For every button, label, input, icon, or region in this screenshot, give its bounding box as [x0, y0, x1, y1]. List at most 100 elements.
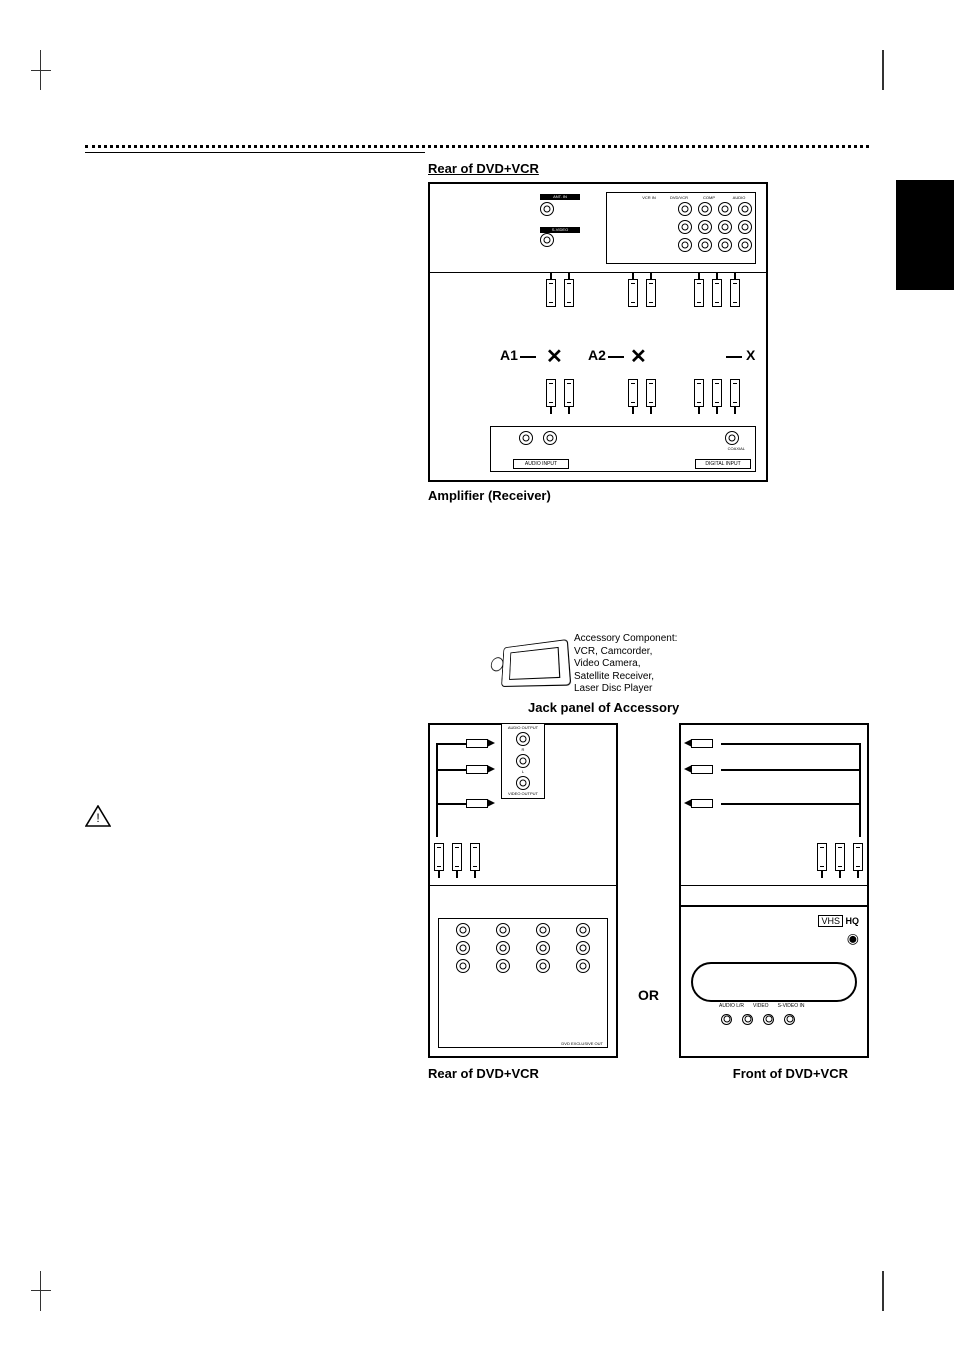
jack-label: DVD/VCR: [666, 196, 692, 200]
amp-digital-label: DIGITAL INPUT: [695, 459, 751, 469]
rca-plug: [694, 379, 704, 407]
camcorder-icon: [501, 639, 571, 687]
rca-plug: [452, 843, 462, 871]
accessory-legend-text: Accessory Component: VCR, Camcorder, Vid…: [574, 633, 677, 696]
rca-plug: [730, 279, 740, 307]
jack-label: VCR IN: [636, 196, 662, 200]
cable: [721, 743, 861, 745]
cable: [436, 743, 466, 745]
rear-jack-panel: VCR IN DVD/VCR COMP AUDIO: [606, 192, 756, 264]
rca-plug: [712, 279, 722, 307]
amp-audio-r: [543, 431, 557, 445]
rca-plug-h: [466, 799, 488, 808]
or-label: OR: [638, 987, 659, 1003]
cable-cross: ✕: [546, 344, 563, 369]
rear-panel: DVD EXCLUSIVE OUT: [438, 918, 608, 1048]
amp-coax-label: COAXIAL: [728, 447, 745, 451]
front-jack: [742, 1014, 753, 1025]
amplifier-connection-diagram: VCR IN DVD/VCR COMP AUDIO: [428, 182, 768, 482]
amplifier-panel: AUDIO INPUT COAXIAL DIGITAL INPUT: [490, 426, 756, 472]
rca-jack: [576, 959, 590, 973]
amplifier-label: Amplifier (Receiver): [428, 488, 869, 503]
rear-label-bottom: Rear of DVD+VCR: [428, 1066, 539, 1081]
crop-mark-tl: [40, 50, 60, 90]
rca-plug: [564, 379, 574, 407]
rca-jack: [496, 923, 510, 937]
solid-rule: [85, 152, 425, 153]
ant-in-panel: ANT. IN S-VIDEO: [540, 194, 580, 250]
bottom-labels: Rear of DVD+VCR Front of DVD+VCR: [428, 1066, 848, 1081]
cable: [859, 743, 861, 837]
cable-label-a1: A1: [500, 347, 518, 363]
rca-jack: [536, 923, 550, 937]
rca-jack: [456, 941, 470, 955]
section-tab: [896, 180, 954, 290]
rca-jack: [738, 238, 752, 252]
rca-plug: [546, 379, 556, 407]
amp-audio-label: AUDIO INPUT: [513, 459, 569, 469]
disc-badge: ◉: [847, 930, 859, 946]
rca-jack: [516, 754, 530, 768]
panel-label: DVD EXCLUSIVE OUT: [561, 1042, 603, 1046]
rca-plug: [835, 843, 845, 871]
rca-jack: [678, 238, 692, 252]
rca-jack: [738, 220, 752, 234]
rca-plug-h: [691, 765, 713, 774]
diagram-divider: [681, 885, 867, 886]
badge-area: VHS HQ ◉: [818, 915, 859, 950]
crop-mark-bl: [40, 1271, 60, 1311]
rca-jack: [536, 959, 550, 973]
rca-jack: [456, 959, 470, 973]
rca-plug-h: [466, 739, 488, 748]
jack-label: AUDIO: [726, 196, 752, 200]
cable: [721, 769, 861, 771]
cable-label-x: X: [746, 347, 755, 363]
front-connection-diagram: VHS HQ ◉ AUDIO L/R VIDEO S-VIDEO IN: [679, 723, 869, 1058]
label-tick: [608, 356, 624, 358]
rca-plug: [646, 379, 656, 407]
rca-plug: [434, 843, 444, 871]
right-diagram-column: Rear of DVD+VCR VCR IN DVD/VCR COMP AUDI…: [428, 161, 869, 1081]
front-jacks: [721, 1014, 795, 1025]
svg-text:!: !: [96, 811, 99, 825]
rca-jack: [738, 202, 752, 216]
ant-jack: [540, 202, 554, 216]
hq-badge: HQ: [846, 916, 860, 926]
rca-plug: [712, 379, 722, 407]
rca-plug: [564, 279, 574, 307]
acc-label: AUDIO OUTPUT: [508, 726, 538, 730]
rca-jack: [456, 923, 470, 937]
svideo-jack: [540, 233, 554, 247]
page-content: ! Connect the Left and Right DVD/VCR AUD…: [85, 145, 869, 1271]
front-jack-labels: AUDIO L/R VIDEO S-VIDEO IN: [719, 1003, 805, 1009]
rca-plug-h: [466, 765, 488, 774]
rca-plug: [694, 279, 704, 307]
rca-plug: [470, 843, 480, 871]
front-jack: [784, 1014, 795, 1025]
front-jack: [763, 1014, 774, 1025]
rca-plug-h: [691, 799, 713, 808]
cable: [436, 743, 438, 837]
rca-plug: [628, 279, 638, 307]
rca-jack: [496, 941, 510, 955]
rca-jack: [516, 732, 530, 746]
rca-jack: [698, 202, 712, 216]
dotted-rule: [85, 145, 869, 148]
acc-label: L: [522, 770, 524, 774]
accessory-jack-panel: AUDIO OUTPUT R L VIDEO OUTPUT: [501, 723, 545, 799]
crop-mark-br: [882, 1271, 884, 1311]
acc-label: VIDEO OUTPUT: [508, 792, 538, 796]
rca-jack: [718, 238, 732, 252]
left-body-text: Connect the Left and Right DVD/VCR AUDIO…: [85, 161, 182, 162]
accessory-section: Accessory Component: VCR, Camcorder, Vid…: [428, 633, 869, 1081]
rca-jack: [496, 959, 510, 973]
front-label-bottom: Front of DVD+VCR: [733, 1066, 848, 1081]
rca-jack: [576, 923, 590, 937]
accessory-legend: Accessory Component: VCR, Camcorder, Vid…: [498, 633, 869, 696]
amp-audio-l: [519, 431, 533, 445]
cable-cross: ✕: [630, 344, 647, 369]
cable: [436, 803, 466, 805]
rear-dvdvcr-title: Rear of DVD+VCR: [428, 161, 869, 176]
vhs-badge: VHS: [818, 915, 843, 927]
disc-tray: [691, 962, 857, 1002]
